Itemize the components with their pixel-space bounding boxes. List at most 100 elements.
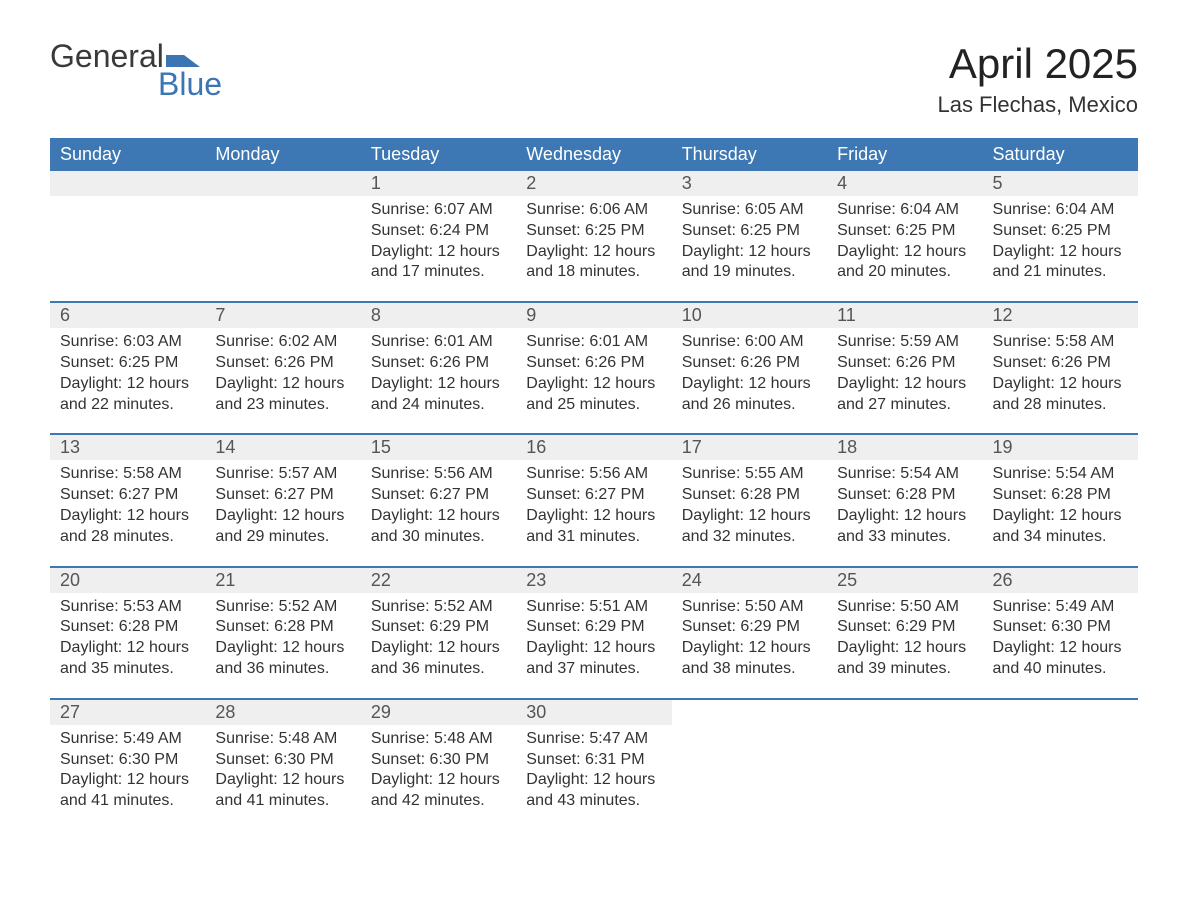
day-content-cell: Sunrise: 5:57 AMSunset: 6:27 PMDaylight:… [205,460,360,566]
day-line: Sunrise: 5:48 AM [215,729,350,750]
day-line: Sunset: 6:26 PM [993,353,1128,374]
day-number-cell [50,171,205,196]
day-line: Daylight: 12 hours and 21 minutes. [993,242,1128,284]
day-number-cell: 5 [983,171,1138,196]
content-row: Sunrise: 5:58 AMSunset: 6:27 PMDaylight:… [50,460,1138,566]
day-line: Daylight: 12 hours and 30 minutes. [371,506,506,548]
day-content-cell: Sunrise: 6:00 AMSunset: 6:26 PMDaylight:… [672,328,827,434]
day-content-cell [50,196,205,302]
day-line: Daylight: 12 hours and 40 minutes. [993,638,1128,680]
daynum-row: 27282930 [50,699,1138,725]
day-number-cell: 12 [983,302,1138,328]
content-row: Sunrise: 5:53 AMSunset: 6:28 PMDaylight:… [50,593,1138,699]
day-content-cell: Sunrise: 6:04 AMSunset: 6:25 PMDaylight:… [827,196,982,302]
day-line: Daylight: 12 hours and 36 minutes. [371,638,506,680]
logo: General Blue [50,40,222,100]
weekday-header: Sunday [50,138,205,171]
day-line: Sunset: 6:27 PM [215,485,350,506]
calendar-body: 12345Sunrise: 6:07 AMSunset: 6:24 PMDayl… [50,171,1138,830]
day-line: Daylight: 12 hours and 33 minutes. [837,506,972,548]
day-line: Daylight: 12 hours and 32 minutes. [682,506,817,548]
day-number-cell: 14 [205,434,360,460]
day-content-cell: Sunrise: 5:58 AMSunset: 6:26 PMDaylight:… [983,328,1138,434]
content-row: Sunrise: 6:03 AMSunset: 6:25 PMDaylight:… [50,328,1138,434]
day-content-cell: Sunrise: 5:56 AMSunset: 6:27 PMDaylight:… [516,460,671,566]
day-number-cell: 2 [516,171,671,196]
day-content-cell: Sunrise: 5:54 AMSunset: 6:28 PMDaylight:… [827,460,982,566]
daynum-row: 6789101112 [50,302,1138,328]
day-number-cell: 30 [516,699,671,725]
day-content-cell: Sunrise: 5:58 AMSunset: 6:27 PMDaylight:… [50,460,205,566]
day-line: Sunrise: 5:52 AM [215,597,350,618]
content-row: Sunrise: 6:07 AMSunset: 6:24 PMDaylight:… [50,196,1138,302]
day-content-cell: Sunrise: 5:55 AMSunset: 6:28 PMDaylight:… [672,460,827,566]
day-line: Sunrise: 5:51 AM [526,597,661,618]
day-content-cell [983,725,1138,830]
day-line: Sunrise: 6:05 AM [682,200,817,221]
day-line: Daylight: 12 hours and 37 minutes. [526,638,661,680]
day-content-cell: Sunrise: 5:51 AMSunset: 6:29 PMDaylight:… [516,593,671,699]
day-line: Daylight: 12 hours and 39 minutes. [837,638,972,680]
day-number-cell: 6 [50,302,205,328]
day-line: Sunset: 6:26 PM [371,353,506,374]
day-line: Daylight: 12 hours and 31 minutes. [526,506,661,548]
day-line: Sunrise: 5:48 AM [371,729,506,750]
day-line: Daylight: 12 hours and 43 minutes. [526,770,661,812]
day-line: Sunset: 6:29 PM [526,617,661,638]
day-line: Daylight: 12 hours and 36 minutes. [215,638,350,680]
day-line: Daylight: 12 hours and 26 minutes. [682,374,817,416]
day-number-cell: 26 [983,567,1138,593]
day-line: Daylight: 12 hours and 28 minutes. [60,506,195,548]
day-line: Sunset: 6:30 PM [993,617,1128,638]
day-line: Sunset: 6:25 PM [526,221,661,242]
page-title: April 2025 [937,40,1138,88]
day-content-cell: Sunrise: 6:02 AMSunset: 6:26 PMDaylight:… [205,328,360,434]
day-line: Sunset: 6:25 PM [682,221,817,242]
day-line: Sunrise: 6:01 AM [526,332,661,353]
day-number-cell [205,171,360,196]
day-line: Sunset: 6:28 PM [215,617,350,638]
day-line: Sunset: 6:25 PM [993,221,1128,242]
day-line: Sunrise: 5:59 AM [837,332,972,353]
day-line: Sunrise: 6:07 AM [371,200,506,221]
day-line: Daylight: 12 hours and 42 minutes. [371,770,506,812]
day-line: Sunset: 6:31 PM [526,750,661,771]
day-line: Sunset: 6:26 PM [215,353,350,374]
daynum-row: 20212223242526 [50,567,1138,593]
day-line: Daylight: 12 hours and 41 minutes. [215,770,350,812]
day-line: Daylight: 12 hours and 25 minutes. [526,374,661,416]
day-line: Daylight: 12 hours and 35 minutes. [60,638,195,680]
day-line: Daylight: 12 hours and 38 minutes. [682,638,817,680]
day-number-cell: 27 [50,699,205,725]
day-line: Sunrise: 5:49 AM [993,597,1128,618]
day-content-cell: Sunrise: 5:48 AMSunset: 6:30 PMDaylight:… [361,725,516,830]
day-line: Sunset: 6:28 PM [682,485,817,506]
day-content-cell: Sunrise: 6:03 AMSunset: 6:25 PMDaylight:… [50,328,205,434]
day-number-cell: 16 [516,434,671,460]
day-line: Sunrise: 6:01 AM [371,332,506,353]
day-line: Sunset: 6:27 PM [371,485,506,506]
day-line: Sunrise: 6:04 AM [993,200,1128,221]
day-line: Sunrise: 5:54 AM [837,464,972,485]
day-line: Sunrise: 5:50 AM [837,597,972,618]
weekday-header: Friday [827,138,982,171]
calendar-table: Sunday Monday Tuesday Wednesday Thursday… [50,138,1138,830]
day-line: Sunset: 6:28 PM [837,485,972,506]
day-number-cell: 3 [672,171,827,196]
daynum-row: 13141516171819 [50,434,1138,460]
day-line: Daylight: 12 hours and 18 minutes. [526,242,661,284]
day-line: Sunrise: 6:06 AM [526,200,661,221]
day-content-cell: Sunrise: 6:04 AMSunset: 6:25 PMDaylight:… [983,196,1138,302]
day-number-cell: 22 [361,567,516,593]
day-content-cell: Sunrise: 5:47 AMSunset: 6:31 PMDaylight:… [516,725,671,830]
day-line: Sunrise: 5:56 AM [371,464,506,485]
day-content-cell: Sunrise: 5:53 AMSunset: 6:28 PMDaylight:… [50,593,205,699]
day-content-cell: Sunrise: 5:49 AMSunset: 6:30 PMDaylight:… [50,725,205,830]
day-line: Daylight: 12 hours and 17 minutes. [371,242,506,284]
weekday-header: Tuesday [361,138,516,171]
day-content-cell: Sunrise: 5:50 AMSunset: 6:29 PMDaylight:… [672,593,827,699]
day-content-cell: Sunrise: 6:01 AMSunset: 6:26 PMDaylight:… [516,328,671,434]
day-number-cell: 8 [361,302,516,328]
day-line: Sunset: 6:27 PM [526,485,661,506]
day-line: Sunrise: 5:54 AM [993,464,1128,485]
